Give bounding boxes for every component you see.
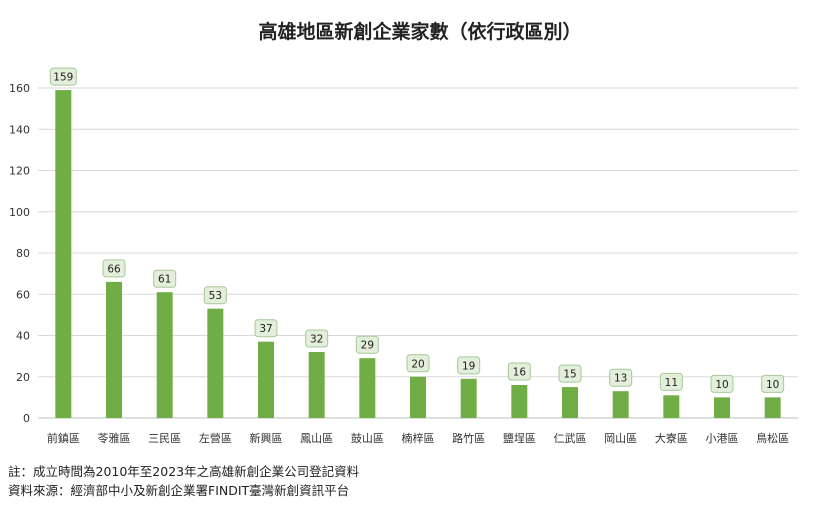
data-label-box <box>507 362 531 381</box>
bar <box>612 391 629 418</box>
bar <box>511 385 528 418</box>
data-label: 10 <box>766 379 779 391</box>
data-label-box <box>49 67 77 86</box>
data-label-box <box>659 372 683 391</box>
x-tick-label: 仁武區 <box>554 432 587 445</box>
bar <box>460 378 477 418</box>
y-tick-label: 0 <box>23 412 30 425</box>
data-label-box <box>355 335 379 354</box>
bar <box>663 395 680 418</box>
x-tick-label: 大寮區 <box>655 431 688 445</box>
bar <box>562 387 578 418</box>
bar <box>55 90 72 418</box>
data-label-box <box>609 368 633 387</box>
bar <box>156 292 173 418</box>
y-tick-label: 60 <box>16 288 30 301</box>
data-label: 10 <box>715 379 728 391</box>
data-label-box <box>305 329 329 348</box>
data-label: 37 <box>259 323 272 335</box>
y-tick-label: 140 <box>9 123 30 136</box>
bar <box>764 397 781 418</box>
data-label: 159 <box>53 72 73 84</box>
data-label-box <box>254 319 278 338</box>
data-label-box <box>457 356 481 375</box>
data-label: 53 <box>209 290 222 302</box>
y-tick-label: 20 <box>16 371 30 384</box>
gridlines <box>38 87 798 378</box>
data-label: 19 <box>462 360 475 372</box>
bar <box>359 358 376 418</box>
x-tick-label: 苓雅區 <box>98 431 131 445</box>
bar <box>258 341 274 418</box>
data-label-box <box>406 354 430 373</box>
data-label-box <box>761 374 785 393</box>
data-label: 20 <box>411 358 424 370</box>
x-tick-label: 鼓山區 <box>351 431 384 445</box>
footnote: 註：成立時間為2010年至2023年之高雄新創企業公司登記資料 <box>8 464 360 479</box>
source-note: 資料來源：經濟部中小及新創企業署FINDIT臺灣新創資訊平台 <box>8 483 350 498</box>
data-label-box <box>102 259 126 278</box>
x-tick-label: 鳳山區 <box>300 432 333 445</box>
data-label: 29 <box>361 340 374 352</box>
data-label-box <box>203 286 227 305</box>
y-tick-label: 40 <box>16 330 30 343</box>
x-tick-label: 路竹區 <box>452 431 485 445</box>
x-tick-label: 左營區 <box>199 432 232 445</box>
bars <box>55 90 781 418</box>
x-tick-label: 楠梓區 <box>402 431 435 445</box>
x-tick-label: 前鎮區 <box>47 431 80 445</box>
x-tick-label: 新興區 <box>250 431 283 445</box>
x-tick-label: 岡山區 <box>604 432 637 445</box>
x-axis: 前鎮區 苓雅區 三民區 左營區 新興區 鳳山區 鼓山區 楠梓區 路竹區 鹽埕區 仁武區 岡山區 大寮區 小… <box>47 431 789 445</box>
data-label: 13 <box>614 373 627 385</box>
data-label: 61 <box>158 274 171 286</box>
data-labels: 159 66 61 53 37 32 29 20 19 16 15 13 11 10 10 <box>49 67 785 393</box>
bar <box>106 281 122 418</box>
data-label: 16 <box>513 367 527 379</box>
bar-chart: 高雄地區新創企業家數（依行政區別） 020406080100120140160 … <box>9 20 798 445</box>
data-label: 11 <box>665 377 678 389</box>
data-label-box <box>153 269 177 288</box>
bar <box>207 308 224 418</box>
bar <box>410 376 426 418</box>
x-tick-label: 鹽埕區 <box>503 431 536 445</box>
data-label-box <box>558 364 582 383</box>
x-tick-label: 三民區 <box>148 432 181 445</box>
data-label: 15 <box>563 369 576 381</box>
x-tick-label: 小港區 <box>706 432 739 445</box>
data-label: 32 <box>310 334 323 346</box>
chart-title: 高雄地區新創企業家數（依行政區別） <box>258 20 581 43</box>
y-tick-label: 160 <box>9 82 30 95</box>
data-label-box <box>710 374 734 393</box>
y-tick-label: 80 <box>16 247 30 260</box>
y-tick-label: 120 <box>9 165 30 178</box>
bar <box>714 397 730 418</box>
y-tick-label: 100 <box>9 206 30 219</box>
data-label: 66 <box>107 263 121 275</box>
x-tick-label: 鳥松區 <box>756 431 789 445</box>
bar <box>308 352 325 418</box>
